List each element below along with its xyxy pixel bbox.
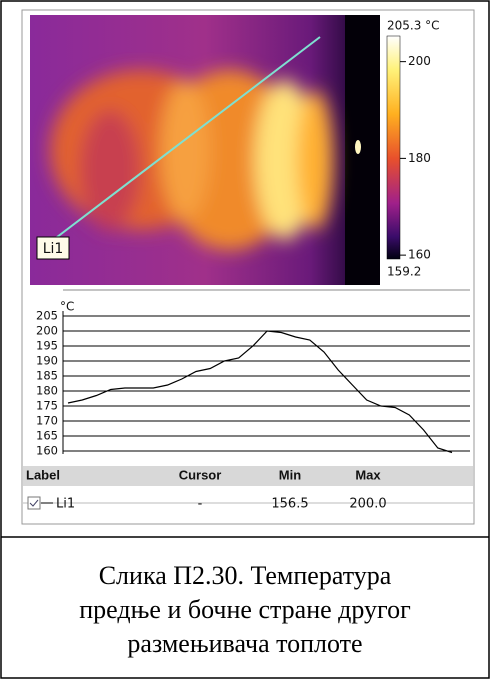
y-axis-label: °C [60, 300, 74, 314]
table-cell: Li1 [56, 497, 75, 512]
table-cell: 200.0 [349, 497, 386, 512]
colorbar-tick-label: 180 [408, 151, 431, 165]
table-header: Max [355, 467, 381, 482]
colorbar-tick-label: 160 [408, 248, 431, 262]
y-tick-label: 200 [36, 324, 58, 338]
table-header: Cursor [179, 467, 222, 482]
checkbox[interactable] [27, 496, 41, 510]
caption-line: Слика П2.30. Температура [99, 561, 392, 590]
y-tick-label: 185 [36, 369, 58, 383]
y-tick-label: 175 [36, 399, 58, 413]
line-label: Li1 [43, 241, 64, 257]
check [29, 499, 39, 507]
y-tick-label: 180 [36, 384, 58, 398]
y-tick-label: 205 [36, 309, 58, 323]
colorbar-min: 159.2 [387, 265, 421, 279]
profile-line [39, 36, 321, 251]
line-label-box [36, 236, 70, 260]
table-header: Min [279, 467, 301, 482]
caption-line: предње и бочне стране другог [79, 595, 410, 624]
colorbar-tick-label: 200 [408, 54, 431, 68]
colorbar [386, 35, 401, 260]
table-cell: 156.5 [271, 497, 308, 512]
y-tick-label: 195 [36, 339, 58, 353]
profile-curve [67, 330, 453, 454]
y-tick-label: 160 [36, 444, 58, 458]
y-tick-label: 170 [36, 414, 58, 428]
table-header-bg [23, 466, 473, 486]
thermal-image [30, 15, 380, 285]
y-tick-label: 190 [36, 354, 58, 368]
table-cell: - [198, 497, 203, 512]
table-header: Label [26, 467, 60, 482]
caption-line: размењивача топлоте [127, 629, 362, 658]
y-tick-label: 165 [36, 429, 58, 443]
colorbar-max: 205.3 °C [387, 19, 440, 33]
panel [21, 9, 475, 525]
